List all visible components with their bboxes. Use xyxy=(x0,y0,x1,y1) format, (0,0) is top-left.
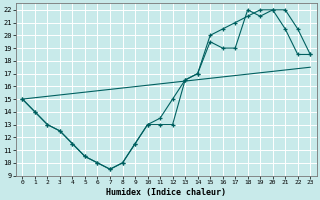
X-axis label: Humidex (Indice chaleur): Humidex (Indice chaleur) xyxy=(106,188,226,197)
